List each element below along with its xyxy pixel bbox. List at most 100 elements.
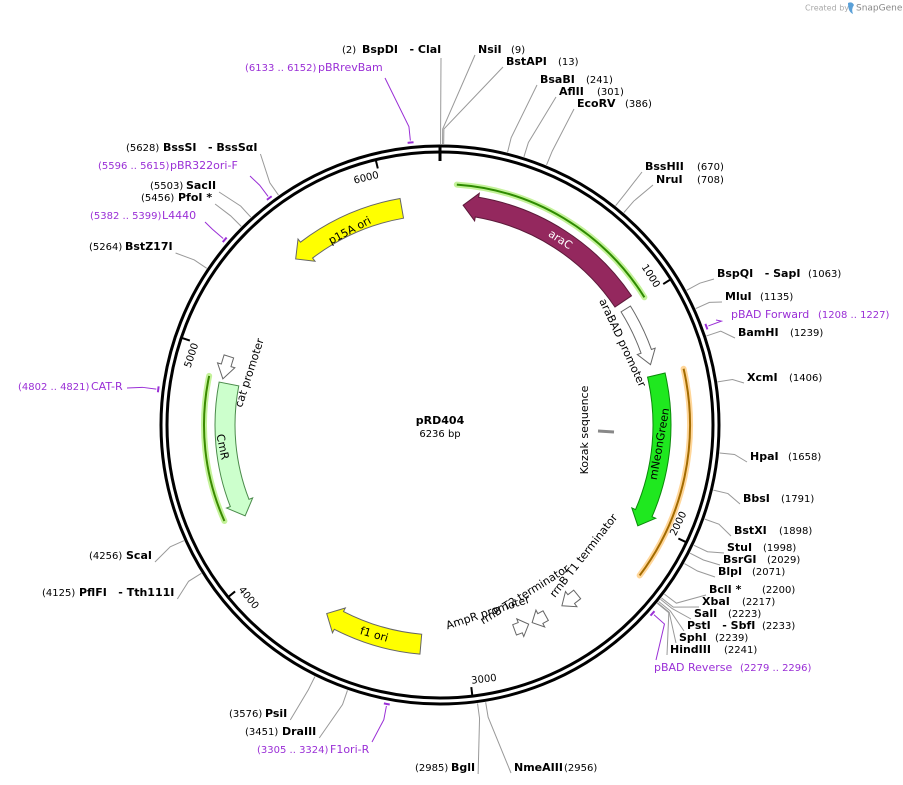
primer-mark (649, 610, 656, 617)
primer-mark (407, 141, 414, 144)
site-position: (2200) (762, 585, 795, 596)
site-name: PstI - SbfI (687, 619, 755, 632)
site-line (485, 702, 512, 774)
site-line (546, 108, 575, 166)
plasmid-name: pRD404 (416, 414, 465, 427)
tick-label: 4000 (236, 585, 261, 612)
site-position: (1063) (808, 269, 841, 280)
site-position: (2217) (742, 597, 775, 608)
site-line (695, 301, 723, 310)
primer-name: pBR322ori-F (170, 159, 238, 172)
site-name: SacII (186, 179, 216, 192)
site-line (318, 690, 348, 739)
site-line (442, 54, 476, 145)
site-name: BclI * (709, 583, 742, 596)
site-line (615, 171, 643, 206)
brand: SnapGene (856, 4, 903, 14)
site-position: (2956) (564, 763, 597, 774)
site-line (176, 572, 202, 600)
site-position: (1998) (763, 543, 796, 554)
tick-mark (228, 590, 236, 598)
rrnb-t2-arrow (531, 608, 550, 628)
primer-range: (4802 .. 4821) (18, 382, 90, 393)
site-line (717, 379, 745, 384)
site-name: HindIII (670, 643, 711, 656)
site-line (686, 278, 715, 291)
site-position: (2223) (728, 609, 761, 620)
arabad-promoter-arrow (620, 305, 656, 366)
site-name: BstAPI (506, 55, 547, 68)
site-name: PfoI * (178, 191, 212, 204)
site-name: PflFI - Tth111I (79, 586, 174, 599)
site-position: (2239) (715, 633, 748, 644)
site-name: BlpI (718, 565, 742, 578)
site-name: PsiI (265, 707, 287, 720)
feature-label: CmR (213, 433, 231, 462)
feature-label: Kozak sequence (578, 385, 591, 474)
site-line (443, 66, 504, 145)
site-name: SphI (679, 631, 707, 644)
site-position: (301) (597, 87, 624, 98)
site-position: (5628) (126, 143, 159, 154)
site-position: (2233) (762, 621, 795, 632)
site-name: ScaI (126, 549, 152, 562)
site-line (706, 330, 736, 339)
site-name: BamHI (738, 326, 779, 339)
primer-mark (221, 236, 228, 243)
site-line (657, 602, 677, 644)
site-line (704, 518, 732, 537)
primer-range: (5596 .. 5615) (98, 161, 170, 172)
site-name: BsaBI (540, 73, 575, 86)
site-position: (2985) (415, 763, 448, 774)
site-name: BstXI (734, 524, 767, 537)
mneongreen-arrow (630, 372, 672, 527)
site-name: NsiI (478, 43, 502, 56)
primer-line (708, 319, 724, 327)
tick-mark (662, 278, 671, 285)
site-name: XbaI (702, 595, 730, 608)
site-line (693, 544, 725, 554)
site-name: SalI (694, 607, 717, 620)
site-position: (670) (697, 162, 724, 173)
site-position: (5503) (150, 181, 183, 192)
site-name: BsrGI (723, 553, 756, 566)
site-position: (708) (697, 175, 724, 186)
site-line (259, 153, 279, 196)
site-position: (1898) (779, 526, 812, 537)
site-line (713, 489, 741, 505)
site-name: NmeAIII (514, 761, 563, 774)
primer-mark (704, 323, 709, 330)
primer-name: pBAD Reverse (654, 661, 732, 674)
site-line (660, 598, 692, 620)
primer-range: (1208 .. 1227) (818, 310, 890, 321)
primer-name: F1ori-R (330, 743, 370, 756)
site-position: (1406) (789, 373, 822, 384)
site-position: (1791) (781, 494, 814, 505)
site-line (507, 84, 538, 153)
site-position: (2241) (724, 645, 757, 656)
site-line (154, 540, 185, 563)
site-position: (386) (625, 99, 652, 110)
primer-range: (6133 .. 6152) (245, 63, 317, 74)
site-name: StuI (727, 541, 752, 554)
tick-mark (374, 160, 379, 169)
site-line (623, 184, 654, 213)
primer-range: (2279 .. 2296) (740, 663, 812, 674)
tick-label: 5000 (183, 342, 202, 370)
primer-name: CAT-R (91, 380, 123, 393)
site-line (477, 703, 481, 775)
site-name: NruI (656, 173, 683, 186)
site-name: HpaI (750, 450, 779, 463)
site-line (719, 452, 748, 463)
feature-label: rrnB T1 terminator (547, 511, 621, 600)
cat-promoter-arrow (216, 354, 236, 380)
site-name: BspDI - ClaI (362, 43, 441, 56)
site-line (523, 96, 557, 157)
site-line (214, 203, 242, 227)
site-name: XcmI (747, 371, 778, 384)
site-name: DraIII (282, 725, 316, 738)
site-name: BstZ17I (125, 240, 173, 253)
ampr-promoter-arrow (512, 617, 530, 638)
site-position: (13) (558, 57, 579, 68)
